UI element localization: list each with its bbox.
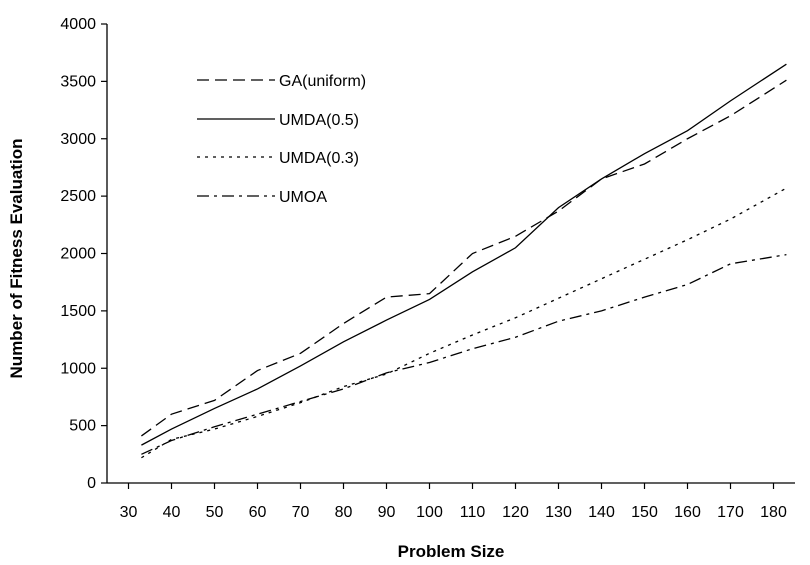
x-tick-label: 130 (545, 504, 572, 521)
x-tick-label: 70 (292, 504, 310, 521)
y-tick-label: 3500 (60, 73, 96, 90)
y-tick-label: 500 (69, 418, 96, 435)
x-tick-label: 90 (378, 504, 396, 521)
legend-label: UMDA(0.3) (279, 150, 359, 167)
legend-label: UMOA (279, 189, 327, 206)
x-tick-label: 150 (631, 504, 658, 521)
x-tick-label: 80 (335, 504, 353, 521)
y-tick-label: 1500 (60, 303, 96, 320)
series-line-2 (141, 187, 787, 459)
y-ticks: 0 500 1000 1500 2000 2500 3000 3500 4000 (60, 16, 107, 492)
x-tick-label: 160 (674, 504, 701, 521)
x-tick-label: 170 (717, 504, 744, 521)
y-tick-label: 2500 (60, 188, 96, 205)
y-tick-label: 0 (87, 475, 96, 492)
y-tick-label: 3000 (60, 131, 96, 148)
y-tick-label: 2000 (60, 246, 96, 263)
x-tick-label: 60 (249, 504, 267, 521)
x-tick-label: 100 (416, 504, 443, 521)
series-layer (141, 63, 787, 459)
y-tick-label: 1000 (60, 360, 96, 377)
x-tick-label: 30 (120, 504, 138, 521)
legend-label: UMDA(0.5) (279, 112, 359, 129)
axes (106, 24, 795, 484)
y-axis-title: Number of Fitness Evaluation (7, 139, 26, 379)
legend: GA(uniform) UMDA(0.5) UMDA(0.3) UMOA (197, 73, 366, 206)
series-line-1 (141, 63, 787, 446)
x-tick-label: 40 (163, 504, 181, 521)
x-tick-label: 180 (760, 504, 787, 521)
x-tick-label: 140 (588, 504, 615, 521)
series-line-0 (141, 79, 787, 437)
x-axis-title: Problem Size (398, 542, 505, 561)
series-line-3 (141, 254, 787, 455)
x-tick-label: 120 (502, 504, 529, 521)
legend-label: GA(uniform) (279, 73, 366, 90)
x-tick-label: 50 (206, 504, 224, 521)
x-ticks: 30 40 50 60 70 80 90 100 110 120 130 140 150 160 170 18… (120, 483, 787, 521)
y-tick-label: 4000 (60, 16, 96, 33)
x-tick-label: 110 (460, 504, 486, 521)
